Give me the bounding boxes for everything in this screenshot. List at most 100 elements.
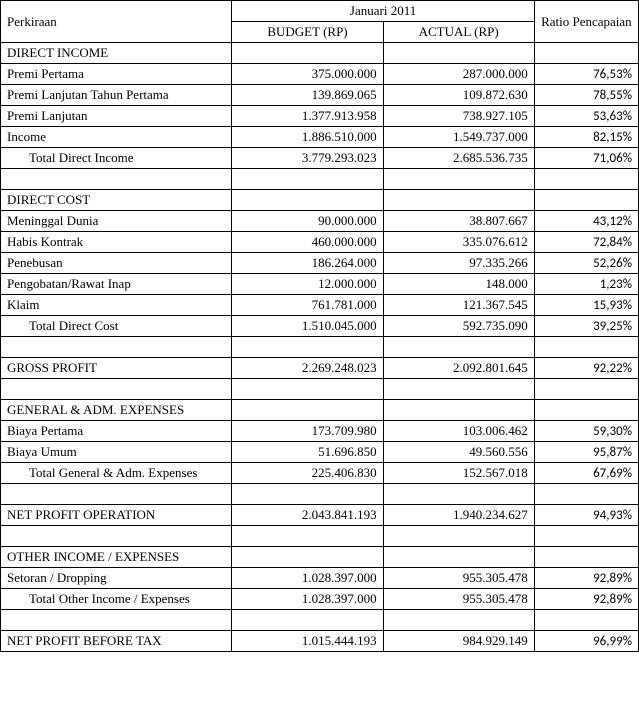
table-row: Habis Kontrak460.000.000335.076.61272,84… — [1, 232, 639, 253]
cell-budget: 173.709.980 — [232, 421, 383, 442]
cell-budget — [232, 190, 383, 211]
cell-actual: 38.807.667 — [383, 211, 534, 232]
cell-desc: Premi Lanjutan Tahun Pertama — [1, 85, 232, 106]
table-row: Total Other Income / Expenses1.028.397.0… — [1, 589, 639, 610]
cell-ratio — [534, 337, 638, 358]
cell-actual: 148.000 — [383, 274, 534, 295]
cell-ratio: 52,26% — [534, 253, 638, 274]
cell-desc: DIRECT COST — [1, 190, 232, 211]
cell-ratio — [534, 43, 638, 64]
cell-desc: Total Direct Cost — [1, 316, 232, 337]
table-row: OTHER INCOME / EXPENSES — [1, 547, 639, 568]
cell-budget: 139.869.065 — [232, 85, 383, 106]
table-row: Premi Lanjutan1.377.913.958738.927.10553… — [1, 106, 639, 127]
cell-ratio — [534, 610, 638, 631]
cell-actual: 738.927.105 — [383, 106, 534, 127]
table-row — [1, 169, 639, 190]
cell-actual — [383, 400, 534, 421]
cell-budget — [232, 337, 383, 358]
table-row: Setoran / Dropping1.028.397.000955.305.4… — [1, 568, 639, 589]
cell-actual — [383, 379, 534, 400]
cell-actual — [383, 169, 534, 190]
cell-ratio: 1,23% — [534, 274, 638, 295]
cell-desc: Setoran / Dropping — [1, 568, 232, 589]
cell-budget — [232, 526, 383, 547]
cell-ratio: 72,84% — [534, 232, 638, 253]
cell-actual: 1.549.737.000 — [383, 127, 534, 148]
table-row: Premi Lanjutan Tahun Pertama139.869.0651… — [1, 85, 639, 106]
cell-desc: OTHER INCOME / EXPENSES — [1, 547, 232, 568]
cell-actual — [383, 337, 534, 358]
cell-ratio: 15,93% — [534, 295, 638, 316]
cell-desc: Income — [1, 127, 232, 148]
header-periode: Januari 2011 — [232, 1, 534, 22]
cell-actual: 103.006.462 — [383, 421, 534, 442]
cell-actual — [383, 547, 534, 568]
financial-table: Perkiraan Januari 2011 Ratio Pencapaian … — [0, 0, 639, 652]
cell-actual: 955.305.478 — [383, 589, 534, 610]
cell-ratio: 94,93% — [534, 505, 638, 526]
cell-actual: 955.305.478 — [383, 568, 534, 589]
cell-ratio: 76,53% — [534, 64, 638, 85]
cell-ratio — [534, 190, 638, 211]
cell-budget: 3.779.293.023 — [232, 148, 383, 169]
cell-budget: 761.781.000 — [232, 295, 383, 316]
cell-ratio: 78,55% — [534, 85, 638, 106]
cell-desc: GENERAL & ADM. EXPENSES — [1, 400, 232, 421]
table-row — [1, 379, 639, 400]
cell-desc: Premi Lanjutan — [1, 106, 232, 127]
cell-desc: Meninggal Dunia — [1, 211, 232, 232]
table-row: NET PROFIT BEFORE TAX1.015.444.193984.92… — [1, 631, 639, 652]
cell-desc — [1, 484, 232, 505]
cell-desc: DIRECT INCOME — [1, 43, 232, 64]
header-ratio: Ratio Pencapaian — [534, 1, 638, 43]
cell-budget: 2.269.248.023 — [232, 358, 383, 379]
cell-actual: 121.367.545 — [383, 295, 534, 316]
cell-desc: Premi Pertama — [1, 64, 232, 85]
cell-budget — [232, 547, 383, 568]
table-row: Total Direct Income3.779.293.0232.685.53… — [1, 148, 639, 169]
cell-desc: Klaim — [1, 295, 232, 316]
header-perkiraan: Perkiraan — [1, 1, 232, 43]
cell-ratio — [534, 379, 638, 400]
cell-budget: 1.028.397.000 — [232, 568, 383, 589]
table-row — [1, 610, 639, 631]
cell-budget: 2.043.841.193 — [232, 505, 383, 526]
cell-budget — [232, 484, 383, 505]
cell-actual: 2.092.801.645 — [383, 358, 534, 379]
table-row — [1, 484, 639, 505]
cell-ratio: 67,69% — [534, 463, 638, 484]
cell-desc: Biaya Pertama — [1, 421, 232, 442]
cell-budget: 1.377.913.958 — [232, 106, 383, 127]
cell-desc: Total Other Income / Expenses — [1, 589, 232, 610]
cell-desc — [1, 526, 232, 547]
cell-ratio: 92,22% — [534, 358, 638, 379]
header-budget: BUDGET (RP) — [232, 22, 383, 43]
table-row: GROSS PROFIT2.269.248.0232.092.801.64592… — [1, 358, 639, 379]
cell-desc — [1, 169, 232, 190]
cell-desc: Biaya Umum — [1, 442, 232, 463]
cell-actual: 49.560.556 — [383, 442, 534, 463]
header-actual: ACTUAL (RP) — [383, 22, 534, 43]
cell-budget: 460.000.000 — [232, 232, 383, 253]
table-row: Biaya Pertama173.709.980103.006.46259,30… — [1, 421, 639, 442]
cell-budget: 51.696.850 — [232, 442, 383, 463]
cell-ratio — [534, 169, 638, 190]
table-row: Klaim761.781.000121.367.54515,93% — [1, 295, 639, 316]
cell-budget: 1.028.397.000 — [232, 589, 383, 610]
table-row: Total Direct Cost1.510.045.000592.735.09… — [1, 316, 639, 337]
cell-budget — [232, 169, 383, 190]
cell-budget: 12.000.000 — [232, 274, 383, 295]
table-row — [1, 526, 639, 547]
cell-ratio: 82,15% — [534, 127, 638, 148]
cell-budget: 1.015.444.193 — [232, 631, 383, 652]
table-row: Premi Pertama375.000.000287.000.00076,53… — [1, 64, 639, 85]
cell-ratio — [534, 526, 638, 547]
table-row: Meninggal Dunia90.000.00038.807.66743,12… — [1, 211, 639, 232]
cell-ratio — [534, 484, 638, 505]
cell-actual: 2.685.536.735 — [383, 148, 534, 169]
cell-budget: 186.264.000 — [232, 253, 383, 274]
cell-actual: 984.929.149 — [383, 631, 534, 652]
cell-ratio: 71,06% — [534, 148, 638, 169]
table-row: DIRECT INCOME — [1, 43, 639, 64]
